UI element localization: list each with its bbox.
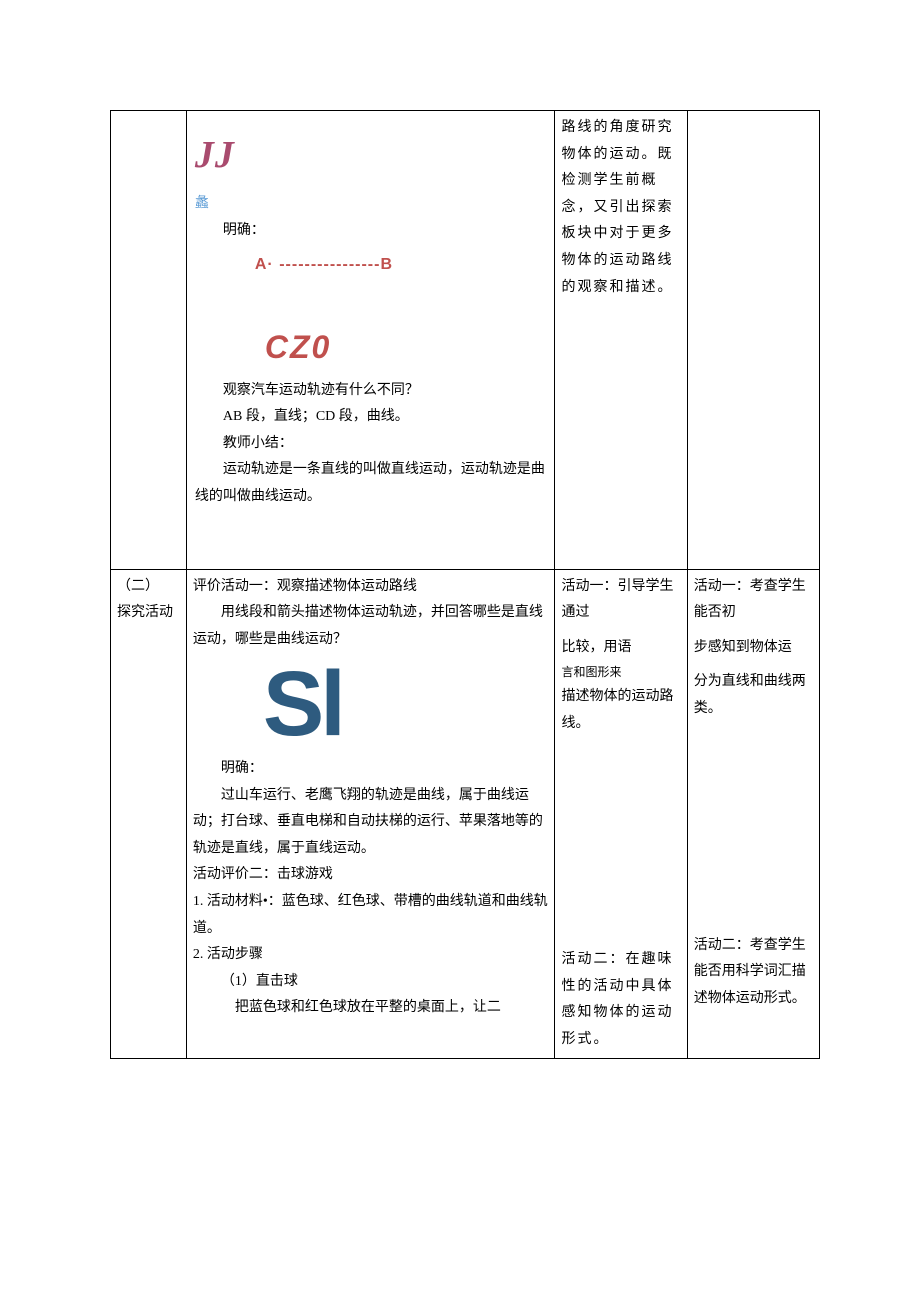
text-line: 运动轨迹是一条直线的叫做直线运动，运动轨迹是曲线的叫做曲线运动。 [195, 457, 547, 510]
cell-r1c2: JJ 蠡 明确： A· ----------------B CZ0 观察汽车运动… [186, 111, 555, 570]
jj-label: JJ [195, 119, 547, 191]
cell-r2c1: （二） 探究活动 [111, 569, 187, 1058]
text-line: （1）直击球 [193, 969, 549, 996]
text-line: 活动二：在趣味性的活动中具体感知物体的运动形式。 [561, 947, 680, 1053]
text-line: 活动评价二：击球游戏 [193, 862, 549, 889]
text-line: 过山车运行、老鹰飞翔的轨迹是曲线，属于曲线运动；打台球、垂直电梯和自动扶梯的运行… [193, 783, 549, 863]
ab-line: A· ----------------B [195, 250, 547, 280]
text-line: 1. 活动材料•：蓝色球、红色球、带槽的曲线轨道和曲线轨道。 [193, 889, 549, 942]
text-line: 比较，用语 [561, 635, 680, 662]
big-s-graphic: Sl [263, 663, 549, 746]
text-line: 活动二：考查学生能否用科学词汇描述物体运动形式。 [694, 933, 813, 1013]
text-line: 描述物体的运动路线。 [561, 684, 680, 737]
text-line: 2. 活动步骤 [193, 942, 549, 969]
text-line: 观察汽车运动轨迹有什么不同？ [195, 378, 547, 405]
worm-char: 蠡 [195, 191, 547, 218]
cell-r1c3: 路线的角度研究物体的运动。既检测学生前概念，又引出探索板块中对于更多物体的运动路… [555, 111, 687, 570]
lesson-table: JJ 蠡 明确： A· ----------------B CZ0 观察汽车运动… [110, 110, 820, 1059]
cell-r1c1 [111, 111, 187, 570]
text-line: 分为直线和曲线两类。 [694, 669, 813, 722]
text-block: 路线的角度研究物体的运动。既检测学生前概念，又引出探索板块中对于更多物体的运动路… [561, 115, 680, 301]
cell-r2c3: 活动一：引导学生通过 比较，用语 言和图形来 描述物体的运动路线。 活动二：在趣… [555, 569, 687, 1058]
text-line: 步感知到物体运 [694, 635, 813, 662]
text-line: 明确： [193, 756, 549, 783]
text-line: AB 段，直线；CD 段，曲线。 [195, 404, 547, 431]
cell-r2c4: 活动一：考查学生能否初 步感知到物体运 分为直线和曲线两类。 活动二：考查学生能… [687, 569, 819, 1058]
cell-r1c4 [687, 111, 819, 570]
text-line: 明确： [195, 218, 547, 245]
text-line: 评价活动一：观察描述物体运动路线 [193, 574, 549, 601]
text-line: 言和图形来 [561, 661, 680, 684]
text-line: 活动一：引导学生通过 [561, 574, 680, 627]
text-line: 教师小结： [195, 431, 547, 458]
page: JJ 蠡 明确： A· ----------------B CZ0 观察汽车运动… [0, 0, 920, 1099]
table-row: （二） 探究活动 评价活动一：观察描述物体运动路线 用线段和箭头描述物体运动轨迹… [111, 569, 820, 1058]
text-line: 把蓝色球和红色球放在平整的桌面上，让二 [193, 995, 549, 1022]
table-row: JJ 蠡 明确： A· ----------------B CZ0 观察汽车运动… [111, 111, 820, 570]
cell-r2c2: 评价活动一：观察描述物体运动路线 用线段和箭头描述物体运动轨迹，并回答哪些是直线… [186, 569, 555, 1058]
text-line: 用线段和箭头描述物体运动轨迹，并回答哪些是直线运动，哪些是曲线运动？ [193, 600, 549, 653]
text-line: 活动一：考查学生能否初 [694, 574, 813, 627]
cz0-label: CZ0 [195, 317, 547, 378]
